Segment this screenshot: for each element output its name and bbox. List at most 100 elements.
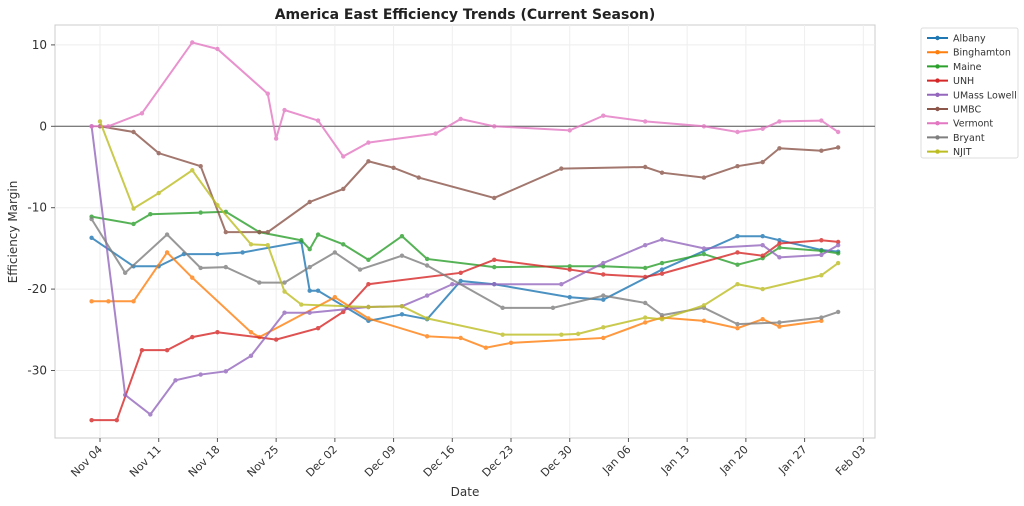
data-point <box>215 330 220 335</box>
data-point <box>265 91 270 96</box>
data-point <box>643 320 648 325</box>
data-point <box>735 325 740 331</box>
data-point <box>492 264 497 270</box>
data-point <box>835 309 841 315</box>
chart-title: America East Efficiency Trends (Current … <box>275 7 656 23</box>
y-tick-label: 10 <box>32 38 47 52</box>
data-point <box>819 273 824 278</box>
data-point <box>601 297 606 302</box>
data-point <box>458 116 463 122</box>
data-point <box>164 232 170 237</box>
data-point <box>835 239 841 245</box>
data-point <box>164 250 170 255</box>
data-point <box>550 305 556 311</box>
data-point <box>198 163 203 169</box>
data-point <box>416 175 421 180</box>
x-tick-label: Jan 13 <box>658 443 692 477</box>
data-point <box>299 238 304 243</box>
data-point <box>559 166 564 171</box>
data-point <box>835 242 841 248</box>
data-point <box>567 264 572 269</box>
data-point <box>156 190 161 196</box>
data-point <box>190 40 195 45</box>
data-point <box>601 335 606 341</box>
data-point <box>777 119 782 124</box>
x-tick-label: Dec 09 <box>362 443 399 480</box>
data-point <box>341 186 346 192</box>
legend: Albany Binghamton Maine UNH UMass Lowell UMBC… <box>920 27 1019 159</box>
data-point <box>760 159 765 165</box>
data-point <box>198 372 203 377</box>
data-point <box>248 330 254 335</box>
x-tick-label: Jan 20 <box>717 443 751 477</box>
data-point <box>357 267 363 272</box>
data-point <box>433 131 438 136</box>
series-unh <box>89 238 841 423</box>
data-point <box>500 332 505 337</box>
data-point <box>601 260 606 266</box>
data-point <box>659 237 665 242</box>
data-point <box>315 232 321 237</box>
data-point <box>777 320 782 325</box>
data-point <box>215 203 220 208</box>
data-point <box>257 280 262 285</box>
data-point <box>643 300 648 306</box>
legend-marker <box>935 50 940 55</box>
x-tick-label: Dec 16 <box>421 443 458 480</box>
data-point <box>458 278 463 284</box>
legend-marker <box>935 78 940 83</box>
data-point <box>315 118 321 123</box>
data-point <box>282 310 287 315</box>
x-tick-label: Nov 25 <box>245 443 282 480</box>
data-point <box>567 295 572 300</box>
legend-marker <box>935 106 940 112</box>
data-point <box>248 353 254 359</box>
data-point <box>835 251 841 256</box>
data-point <box>701 175 707 180</box>
data-point <box>601 293 606 298</box>
data-point <box>701 124 707 129</box>
data-point <box>122 392 128 398</box>
data-point <box>701 318 707 324</box>
legend-marker <box>935 92 940 98</box>
data-point <box>777 245 782 250</box>
x-tick-label: Nov 18 <box>186 443 223 480</box>
series-maine <box>89 209 841 271</box>
data-point <box>131 299 136 304</box>
data-point <box>399 303 405 309</box>
data-point <box>391 165 396 171</box>
data-point <box>282 289 287 294</box>
data-point <box>366 304 371 310</box>
data-point <box>89 124 94 129</box>
data-point <box>659 267 665 272</box>
data-point <box>114 417 119 423</box>
data-point <box>835 129 841 135</box>
data-point <box>366 159 371 164</box>
data-point <box>341 154 346 159</box>
data-point <box>190 334 195 340</box>
data-point <box>223 369 229 374</box>
data-point <box>273 136 279 141</box>
legend-label: Bryant <box>953 133 985 144</box>
legend-label: Albany <box>953 34 986 45</box>
data-point <box>106 299 111 304</box>
data-point <box>777 241 782 246</box>
data-point <box>139 347 145 353</box>
data-point <box>492 282 497 287</box>
data-point <box>601 272 606 277</box>
data-point <box>601 113 606 118</box>
data-point <box>701 251 707 257</box>
x-tick-label: Feb 03 <box>833 443 868 478</box>
data-point <box>282 280 287 285</box>
data-point <box>307 288 312 293</box>
data-point <box>89 235 94 241</box>
data-point <box>299 302 304 307</box>
series-vermont <box>89 40 841 159</box>
legend-label: UMass Lowell <box>953 90 1017 101</box>
legend-label: UMBC <box>953 105 982 116</box>
data-point <box>659 317 665 322</box>
data-point <box>492 195 497 201</box>
data-point <box>735 262 740 267</box>
x-tick-label: Dec 23 <box>480 443 517 480</box>
data-point <box>223 229 229 235</box>
